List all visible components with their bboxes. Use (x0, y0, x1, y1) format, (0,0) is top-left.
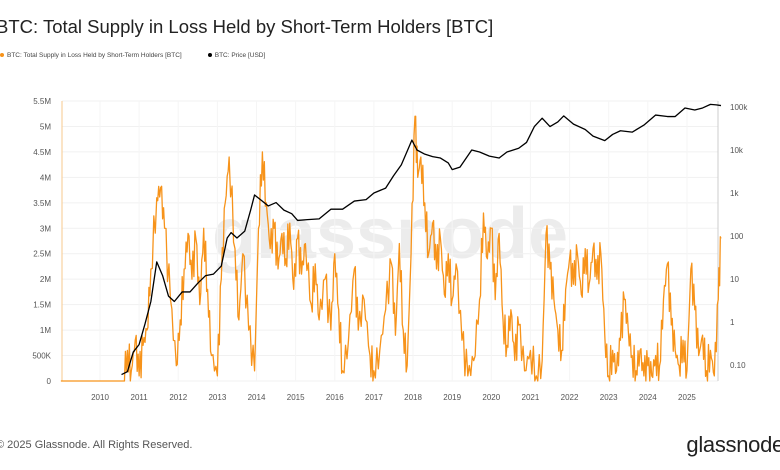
series-line-supply-in-loss (60, 115, 722, 382)
x-tick-label: 2019 (443, 393, 461, 402)
y-right-tick-label: 1k (730, 189, 739, 198)
x-tick-label: 2012 (169, 393, 187, 402)
x-tick-label: 2017 (365, 393, 383, 402)
chart-legend: BTC: Total Supply in Loss Held by Short-… (0, 52, 265, 59)
y-right-tick-label: 10 (730, 275, 739, 284)
x-tick-label: 2010 (91, 393, 109, 402)
x-tick-label: 2023 (600, 393, 618, 402)
legend-marker-price (207, 53, 212, 58)
y-left-tick-label: 2.5M (33, 250, 51, 259)
copyright-text: © 2025 Glassnode. All Rights Reserved. (0, 439, 193, 451)
x-tick-label: 2015 (287, 393, 305, 402)
y-right-tick-label: 100k (730, 103, 748, 112)
y-left-tick-label: 4M (40, 173, 51, 182)
y-right-tick-label: 100 (730, 232, 744, 241)
y-left-tick-label: 5.5M (33, 97, 51, 106)
legend-label-price: BTC: Price [USD] (214, 52, 266, 59)
series-line-price (121, 103, 722, 376)
y-left-tick-label: 1M (40, 326, 51, 335)
x-tick-label: 2020 (482, 393, 500, 402)
legend-marker-supply (0, 53, 4, 58)
y-right-tick-label: 0.10 (730, 361, 746, 370)
legend-item-price[interactable]: BTC: Price [USD] (207, 52, 266, 59)
x-tick-label: 2011 (131, 393, 149, 402)
x-tick-label: 2022 (561, 393, 579, 402)
legend-item-supply[interactable]: BTC: Total Supply in Loss Held by Short-… (0, 52, 182, 59)
x-tick-label: 2013 (208, 393, 226, 402)
x-tick-label: 2014 (248, 393, 266, 402)
x-tick-label: 2016 (326, 393, 344, 402)
x-tick-label: 2021 (522, 393, 540, 402)
y-left-tick-label: 500K (32, 352, 51, 361)
glassnode-logo: glassnode (686, 432, 780, 457)
legend-label-supply: BTC: Total Supply in Loss Held by Short-… (7, 52, 182, 59)
y-left-tick-label: 4.5M (33, 148, 51, 157)
y-left-tick-label: 3.5M (33, 199, 51, 208)
y-right-tick-label: 1 (730, 318, 735, 327)
y-left-tick-label: 1.5M (33, 301, 51, 310)
x-tick-label: 2018 (404, 393, 422, 402)
x-tick-label: 2025 (678, 393, 696, 402)
page-title: BTC: Total Supply in Loss Held by Short-… (0, 16, 494, 37)
y-left-tick-label: 0 (47, 377, 52, 386)
y-left-tick-label: 3M (40, 224, 51, 233)
y-left-tick-label: 2M (40, 275, 51, 284)
y-left-tick-label: 5M (40, 122, 51, 131)
x-tick-label: 2024 (639, 393, 657, 402)
y-right-tick-label: 10k (730, 146, 744, 155)
